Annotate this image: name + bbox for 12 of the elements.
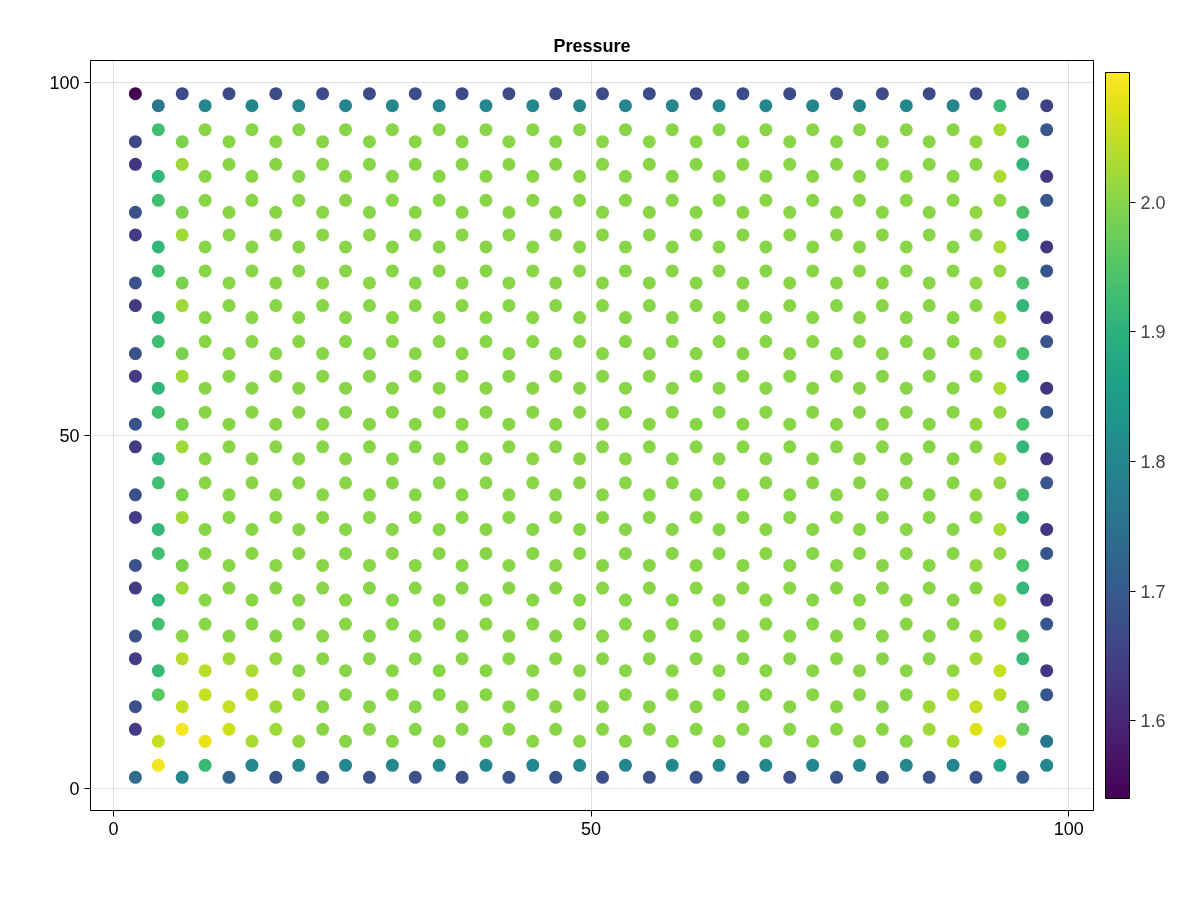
color-bar-label: 1.6 (1140, 711, 1166, 732)
color-bar-label: 1.9 (1140, 322, 1166, 343)
x-tick-label: 0 (108, 818, 119, 839)
y-tick-label: 100 (49, 72, 80, 93)
x-tick-label: 100 (1053, 818, 1084, 839)
color-bar-label: 1.8 (1140, 451, 1166, 472)
y-tick-label: 0 (69, 779, 80, 800)
x-tick-label: 50 (581, 818, 602, 839)
color-bar-label: 1.7 (1140, 581, 1166, 602)
y-tick-label: 50 (59, 426, 80, 446)
color-bar-label: 2.0 (1140, 192, 1166, 213)
chart-title: Pressure (553, 35, 631, 56)
